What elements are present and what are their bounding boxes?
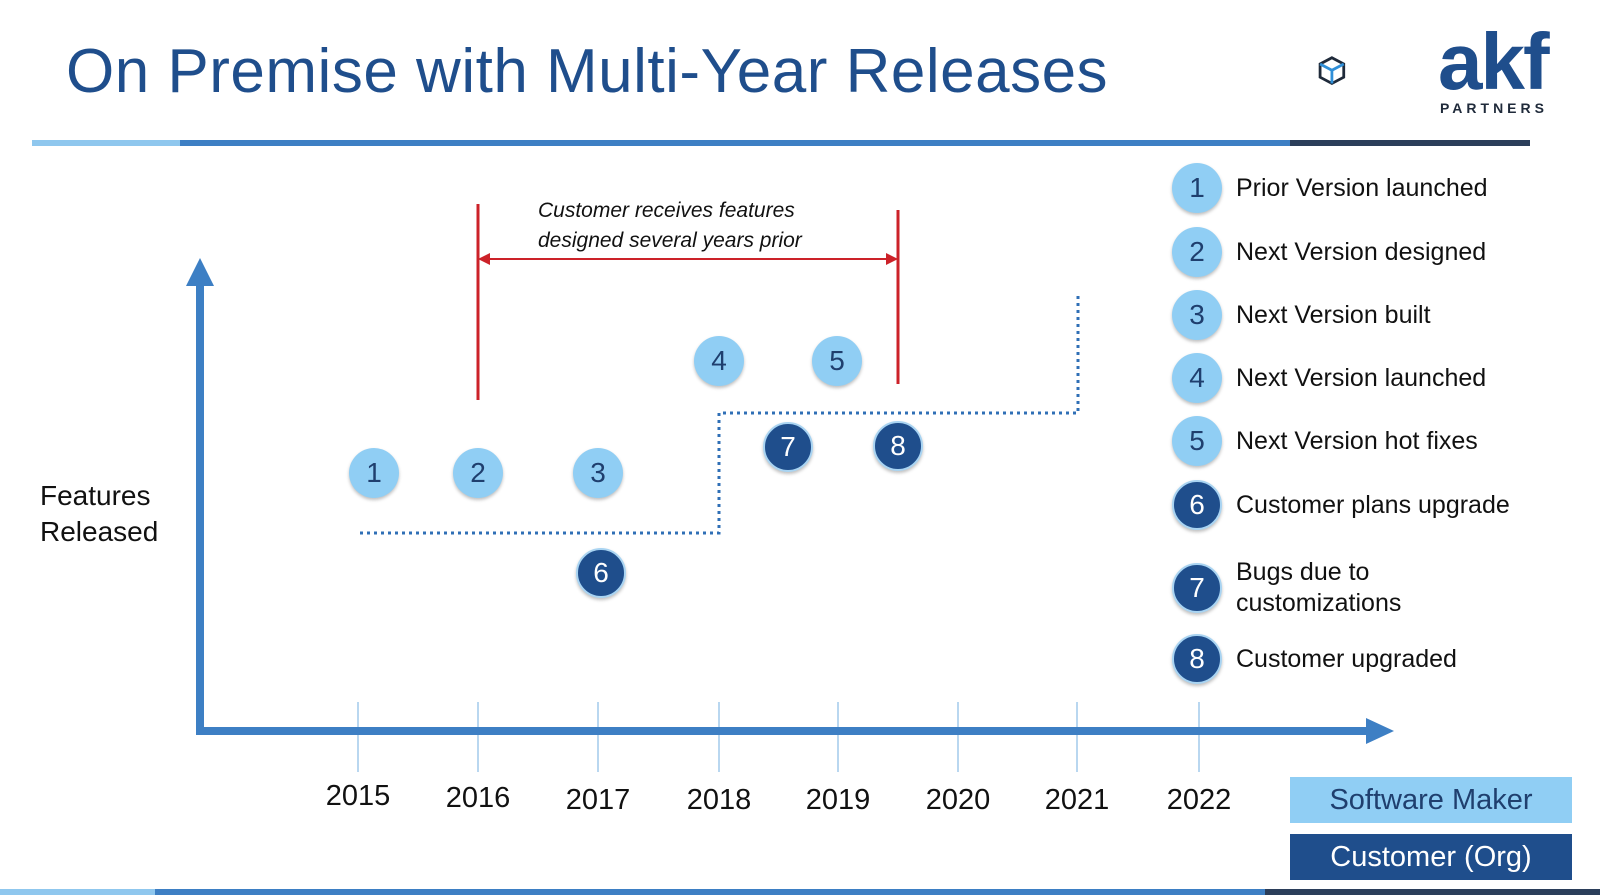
legend-badge-2: 2 (1172, 227, 1222, 277)
x-axis-arrow-icon (1366, 718, 1394, 744)
header-rule-mid (180, 140, 1290, 146)
legend-text-4: Next Version launched (1236, 363, 1487, 392)
legend-item-5: 5 Next Version hot fixes (1172, 416, 1566, 466)
y-axis-arrow-icon (186, 258, 214, 286)
badge-8: 8 (873, 421, 923, 471)
badge-1: 1 (349, 448, 399, 498)
key-software-maker: Software Maker (1290, 777, 1572, 823)
year-label-2015: 2015 (325, 780, 391, 812)
y-axis-label-line1: Features (40, 480, 151, 511)
feature-step-line (360, 292, 1080, 535)
legend-item-2: 2 Next Version designed (1172, 227, 1566, 277)
legend-text-7: Bugs due to customizations (1236, 558, 1402, 617)
slide-title: On Premise with Multi-Year Releases (66, 37, 1109, 106)
badge-2: 2 (453, 448, 503, 498)
logo-wordmark: akf (1438, 17, 1550, 106)
legend-text-8: Customer upgraded (1236, 644, 1457, 673)
legend-text-6: Customer plans upgrade (1236, 490, 1510, 519)
legend-badge-3: 3 (1172, 290, 1222, 340)
y-axis-label: Features Released (40, 478, 158, 550)
annotation-line1: Customer receives features (538, 199, 795, 222)
legend-item-1: 1 Prior Version launched (1172, 163, 1566, 213)
badge-5: 5 (812, 336, 862, 386)
header-rule-dark (1290, 140, 1530, 146)
legend-text-5: Next Version hot fixes (1236, 426, 1478, 455)
legend-item-7: 7 Bugs due to customizations (1172, 557, 1436, 619)
header-rule-light (32, 140, 180, 146)
legend-badge-6: 6 (1172, 480, 1222, 530)
year-label-2017: 2017 (565, 784, 631, 816)
badge-3: 3 (573, 448, 623, 498)
key-customer-org: Customer (Org) (1290, 834, 1572, 880)
year-gridlines (357, 702, 1200, 772)
year-label-2019: 2019 (805, 784, 871, 816)
legend-text-2: Next Version designed (1236, 237, 1487, 266)
legend-text-1: Prior Version launched (1236, 173, 1488, 202)
annotation-text: Customer receives features designed seve… (538, 196, 802, 256)
annotation-line2: designed several years prior (538, 229, 802, 252)
year-label-2022: 2022 (1166, 784, 1232, 816)
logo-subtitle: PARTNERS (1440, 100, 1548, 116)
legend-item-8: 8 Customer upgraded (1172, 634, 1566, 684)
footer-rule-light (0, 889, 155, 895)
badge-6: 6 (576, 548, 626, 598)
legend-item-6: 6 Customer plans upgrade (1172, 480, 1566, 530)
badge-7: 7 (763, 422, 813, 472)
legend-item-3: 3 Next Version built (1172, 290, 1566, 340)
footer-rule-dark (1265, 889, 1600, 895)
annotation-arrow-left-icon (478, 253, 490, 265)
legend-badge-4: 4 (1172, 353, 1222, 403)
badge-4: 4 (694, 336, 744, 386)
legend-badge-7: 7 (1172, 563, 1222, 613)
year-label-2016: 2016 (445, 782, 511, 814)
year-label-2020: 2020 (925, 784, 991, 816)
cube-icon (1318, 56, 1346, 86)
annotation-arrow-right-icon (886, 253, 898, 265)
legend-text-3: Next Version built (1236, 300, 1431, 329)
legend-badge-1: 1 (1172, 163, 1222, 213)
year-label-2021: 2021 (1044, 784, 1110, 816)
y-axis-label-line2: Released (40, 516, 159, 547)
year-label-2018: 2018 (686, 784, 752, 816)
legend-badge-8: 8 (1172, 634, 1222, 684)
legend-item-4: 4 Next Version launched (1172, 353, 1566, 403)
legend-badge-5: 5 (1172, 416, 1222, 466)
footer-rule-mid (155, 889, 1265, 895)
